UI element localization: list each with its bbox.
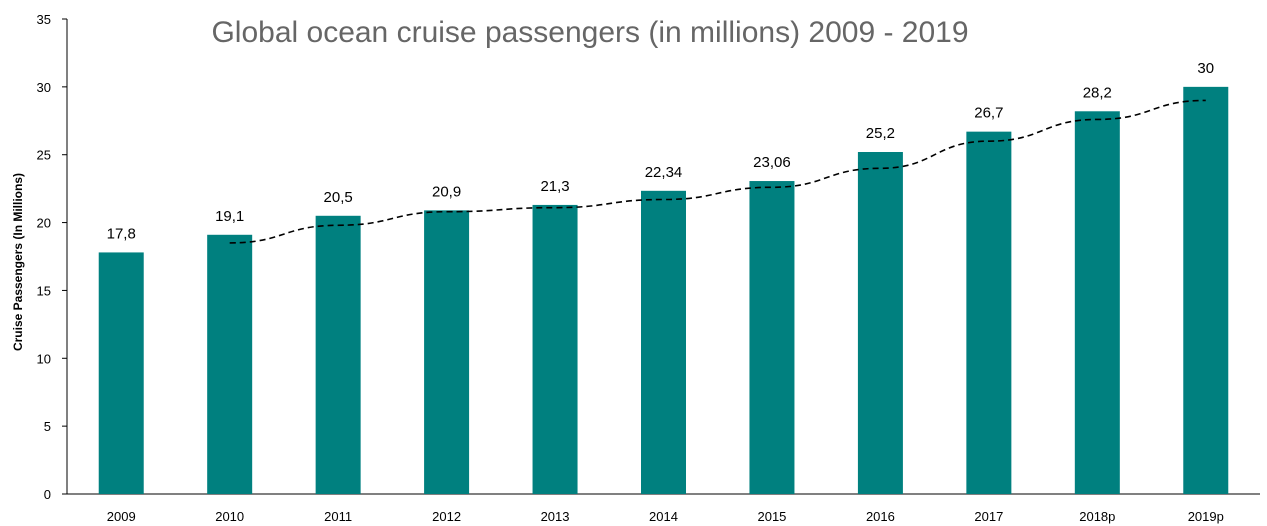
data-label: 28,2 [1083, 84, 1112, 101]
y-tick-label: 15 [37, 283, 51, 298]
data-label: 30 [1197, 60, 1214, 77]
x-tick-label: 2013 [541, 509, 570, 524]
data-label: 17,8 [107, 225, 136, 242]
y-tick-label: 35 [37, 12, 51, 27]
data-label: 23,06 [753, 154, 791, 171]
bar [749, 181, 795, 495]
bar [1183, 86, 1229, 494]
data-labels-group: 17,8 19,1 20,5 20,9 21,3 22,34 23,06 25,2 26,7 28… [107, 60, 1214, 243]
bar [641, 190, 686, 495]
x-tick-label: 2009 [107, 509, 136, 524]
bar [1074, 111, 1120, 495]
x-tick-label: 2014 [649, 509, 678, 524]
data-label: 21,3 [540, 178, 569, 195]
x-tick-label: 2011 [324, 509, 352, 524]
data-label: 26,7 [974, 105, 1003, 122]
chart-title: Global ocean cruise passengers (in milli… [211, 16, 968, 49]
x-tick-label: 2012 [432, 509, 461, 524]
y-tick-label: 0 [44, 487, 51, 502]
x-tick-label: 2017 [974, 509, 1003, 524]
bar [424, 210, 470, 494]
y-tick-label: 20 [37, 216, 51, 231]
bar [98, 252, 144, 494]
x-tick-label: 2010 [215, 509, 244, 524]
data-label: 19,1 [215, 208, 244, 225]
y-tick-label: 10 [37, 351, 51, 366]
trendline [229, 99, 1206, 244]
data-label: 20,9 [432, 183, 461, 200]
data-label: 20,5 [324, 189, 353, 206]
x-tick-label: 2015 [757, 509, 786, 524]
y-tick-label: 30 [37, 80, 51, 95]
data-label: 25,2 [866, 125, 895, 142]
y-tick-label: 25 [37, 148, 51, 163]
bar [315, 215, 361, 495]
y-tick-label: 5 [44, 419, 51, 434]
bar [532, 204, 578, 494]
bar [966, 131, 1012, 494]
x-axis: 2009 2010 2011 2012 2013 2014 2015 2016 2017 2018… [67, 493, 1260, 524]
bar [207, 234, 253, 495]
x-tick-label: 2016 [866, 509, 895, 524]
x-tick-label: 2018p [1079, 509, 1115, 524]
bar [857, 152, 903, 494]
trendline-group [229, 99, 1206, 244]
y-axis-label: Cruise Passengers (In Millions) [11, 173, 25, 351]
x-tick-label: 2019p [1188, 509, 1224, 524]
bars-group [98, 86, 1229, 495]
y-axis: 0 5 10 15 20 25 30 35 [37, 12, 68, 502]
data-label: 22,34 [645, 164, 683, 181]
